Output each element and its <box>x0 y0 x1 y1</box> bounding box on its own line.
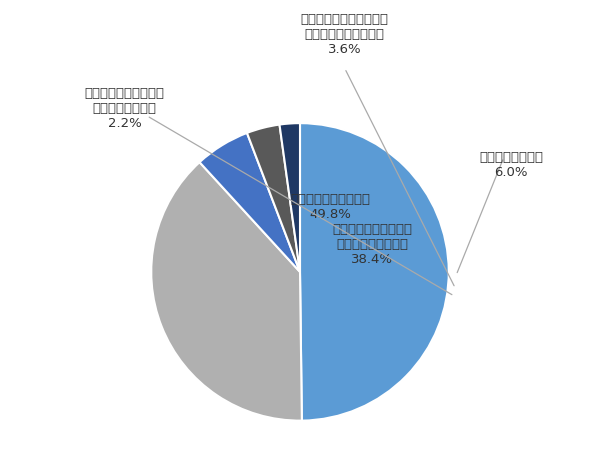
Text: 依頼したいと思う
6.0%: 依頼したいと思う 6.0% <box>479 151 543 179</box>
Wedge shape <box>300 123 449 420</box>
Wedge shape <box>247 125 300 272</box>
Wedge shape <box>280 123 300 272</box>
Wedge shape <box>151 162 302 420</box>
Text: 依頼したいと思うが、
料金等の条件による
38.4%: 依頼したいと思うが、 料金等の条件による 38.4% <box>332 223 412 266</box>
Text: 依頼しており、今後も
継続したいと思う
2.2%: 依頼しており、今後も 継続したいと思う 2.2% <box>85 87 164 130</box>
Text: 依頼しているが、今後も
依頼したいと思わない
3.6%: 依頼しているが、今後も 依頼したいと思わない 3.6% <box>301 13 389 56</box>
Wedge shape <box>200 133 300 272</box>
Text: 依頼したいと思わない
49.8%: 依頼したいと思わない 49.8% <box>290 193 370 221</box>
